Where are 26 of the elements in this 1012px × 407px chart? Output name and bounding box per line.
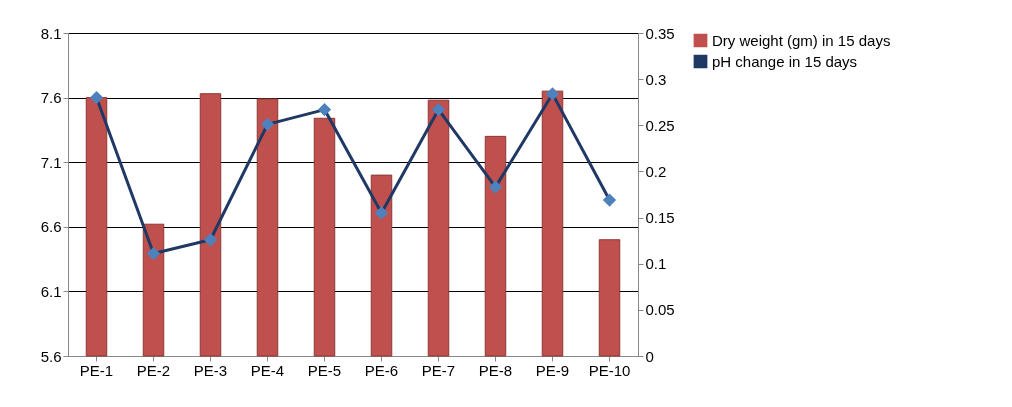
y2-tick-label: 0.05 [645, 301, 675, 319]
y2-tick-label: 0.15 [645, 209, 675, 227]
y2-tick-label: 0.2 [645, 162, 667, 180]
x-tick-label: PE-5 [307, 361, 342, 379]
x-tick-label: PE-6 [364, 361, 399, 379]
y-tick-label: 8.1 [40, 24, 62, 42]
y2-tick-label: 0 [645, 347, 654, 365]
y-tick-label: 5.6 [40, 347, 62, 365]
legend-label: pH change in 15 days [712, 52, 858, 70]
y2-tick-label: 0.3 [645, 70, 667, 88]
y-tick-label: 7.1 [40, 153, 62, 171]
x-tick-label: PE-4 [250, 361, 285, 379]
x-tick-label: PE-2 [136, 361, 171, 379]
y2-tick-label: 0.35 [645, 24, 675, 42]
x-tick-label: PE-9 [535, 361, 570, 379]
legend-label: Dry weight (gm) in 15 days [712, 31, 891, 49]
x-tick-label: PE-1 [79, 361, 114, 379]
y-tick-label: 6.6 [40, 218, 62, 236]
y-tick-label: 7.6 [40, 89, 62, 107]
y2-tick-label: 0.25 [645, 116, 675, 134]
y2-tick-label: 0.1 [645, 255, 667, 273]
x-tick-label: PE-3 [193, 361, 228, 379]
y-tick-label: 6.1 [40, 282, 62, 300]
x-tick-label: PE-10 [588, 361, 631, 379]
x-tick-label: PE-7 [421, 361, 456, 379]
x-tick-label: PE-8 [478, 361, 513, 379]
